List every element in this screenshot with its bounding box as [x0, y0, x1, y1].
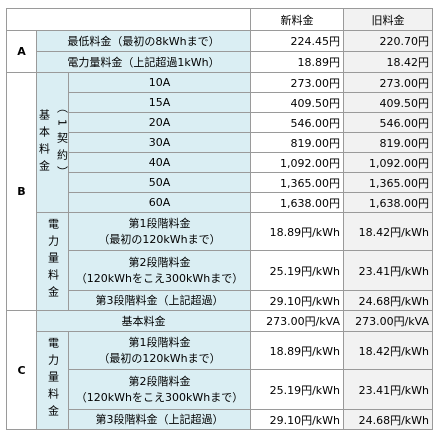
new-price: 546.00円 — [250, 112, 345, 133]
row-label: 最低料金（最初の8kWhまで） — [35, 30, 252, 52]
table-row: 電力量料金（上記超過1kWh） 18.89円 18.42円 — [7, 51, 434, 73]
label-line: （最初の120kWhまで） — [98, 351, 221, 365]
table-row: B 基本料金 （1契約） 10A 273.00円 273.00円 — [6, 72, 434, 311]
table-row: 第3段階料金（上記超過） 29.10円/kWh 24.68円/kWh — [7, 409, 434, 430]
old-price: 409.50円 — [343, 92, 434, 113]
label-line: 第3段階料金（上記超過） — [95, 293, 224, 307]
new-price: 1,638.00円 — [250, 192, 345, 213]
label-line: 第2段階料金 — [128, 255, 191, 269]
label-line: 第2段階料金 — [128, 374, 191, 388]
table-row: 第2段階料金 （120kWhをこえ300kWhまで） 25.19円/kWh 23.41… — [7, 250, 434, 291]
new-price: 18.89円/kWh — [250, 212, 345, 251]
row-label: 50A — [67, 172, 252, 193]
new-price: 18.89円 — [250, 51, 345, 73]
new-price: 25.19円/kWh — [250, 369, 345, 410]
new-price: 1,365.00円 — [250, 172, 345, 193]
table-row: A 最低料金（最初の8kWhまで） 224.45円 220.70円 — [6, 30, 434, 73]
header-old: 旧料金 — [343, 8, 434, 31]
table-row: 電力量料金 第1段階料金 （最初の120kWhまで） 18.89円/kWh 18.42円… — [7, 212, 434, 311]
old-price: 220.70円 — [343, 30, 434, 52]
new-price: 273.00円 — [250, 72, 345, 93]
old-price: 24.68円/kWh — [343, 409, 434, 430]
header-new: 新料金 — [250, 8, 345, 31]
old-price: 819.00円 — [343, 132, 434, 153]
sub-label: 電力量料金 — [36, 331, 69, 430]
old-price: 24.68円/kWh — [343, 290, 434, 311]
new-price: 819.00円 — [250, 132, 345, 153]
sub-label: 電力量料金 — [36, 212, 69, 311]
old-price: 1,092.00円 — [343, 152, 434, 173]
label-line: 第1段階料金 — [128, 335, 191, 349]
label-line: （120kWhをこえ300kWhまで） — [75, 271, 244, 285]
new-price: 409.50円 — [250, 92, 345, 113]
new-price: 273.00円/kVA — [250, 310, 345, 332]
new-price: 224.45円 — [250, 30, 345, 52]
table-row: 15A 409.50円 409.50円 — [7, 92, 434, 113]
old-price: 1,365.00円 — [343, 172, 434, 193]
label-line: （最初の120kWhまで） — [98, 232, 221, 246]
group-label: B — [6, 72, 37, 311]
row-label: 第1段階料金 （最初の120kWhまで） — [67, 331, 252, 370]
row-label: 15A — [67, 92, 252, 113]
old-price: 273.00円 — [343, 72, 434, 93]
vertical-label: 基本料金 — [37, 108, 51, 177]
rate-table: 新料金 旧料金 A 最低料金（最初の8kWhまで） 224.45円 220.70円 電力量料… — [5, 8, 434, 430]
table-row: 電力量料金 第1段階料金 （最初の120kWhまで） 18.89円/kWh 18.42円… — [7, 331, 434, 430]
row-label: 基本料金 — [35, 310, 252, 332]
old-price: 546.00円 — [343, 112, 434, 133]
vertical-label: （1契約） — [55, 102, 69, 183]
old-price: 18.42円 — [343, 51, 434, 73]
new-price: 1,092.00円 — [250, 152, 345, 173]
new-price: 18.89円/kWh — [250, 331, 345, 370]
table-row: 20A 546.00円 546.00円 — [7, 112, 434, 133]
new-price: 29.10円/kWh — [250, 409, 345, 430]
blank-header — [5, 8, 252, 31]
row-label: 10A — [67, 72, 252, 93]
old-price: 23.41円/kWh — [343, 250, 434, 291]
table-row: 60A 1,638.00円 1,638.00円 — [7, 192, 434, 213]
new-price: 29.10円/kWh — [250, 290, 345, 311]
table-row: 50A 1,365.00円 1,365.00円 — [7, 172, 434, 193]
row-label: 電力量料金（上記超過1kWh） — [35, 51, 252, 73]
row-label: 30A — [67, 132, 252, 153]
old-price: 1,638.00円 — [343, 192, 434, 213]
row-label: 第2段階料金 （120kWhをこえ300kWhまで） — [67, 250, 252, 291]
old-price: 23.41円/kWh — [343, 369, 434, 410]
old-price: 18.42円/kWh — [343, 212, 434, 251]
old-price: 273.00円/kVA — [343, 310, 434, 332]
sub-label: 基本料金 （1契約） — [36, 72, 69, 213]
new-price: 25.19円/kWh — [250, 250, 345, 291]
row-label: 第3段階料金（上記超過） — [67, 409, 252, 430]
row-label: 第2段階料金 （120kWhをこえ300kWhまで） — [67, 369, 252, 410]
table-row: 新料金 旧料金 — [5, 8, 434, 31]
row-label: 60A — [67, 192, 252, 213]
row-label: 第1段階料金 （最初の120kWhまで） — [67, 212, 252, 251]
label-line: 第3段階料金（上記超過） — [95, 412, 224, 426]
table-row: 第3段階料金（上記超過） 29.10円/kWh 24.68円/kWh — [7, 290, 434, 311]
label-line: 第1段階料金 — [128, 216, 191, 230]
group-label: C — [6, 310, 37, 430]
row-label: 第3段階料金（上記超過） — [67, 290, 252, 311]
table-row: C 基本料金 273.00円/kVA 273.00円/kVA — [6, 310, 434, 430]
vertical-label: 電力量料金 — [46, 217, 60, 303]
table-row: 30A 819.00円 819.00円 — [7, 132, 434, 153]
group-label: A — [6, 30, 37, 73]
row-label: 20A — [67, 112, 252, 133]
table-body: 新料金 旧料金 A 最低料金（最初の8kWhまで） 224.45円 220.70円 電力量料… — [5, 8, 434, 430]
old-price: 18.42円/kWh — [343, 331, 434, 370]
label-line: （120kWhをこえ300kWhまで） — [75, 390, 244, 404]
vertical-label: 電力量料金 — [46, 336, 60, 422]
vertical-wrap: 基本料金 （1契約） — [37, 102, 68, 183]
table-row: 第2段階料金 （120kWhをこえ300kWhまで） 25.19円/kWh 23.41… — [7, 369, 434, 410]
table-row: 40A 1,092.00円 1,092.00円 — [7, 152, 434, 173]
row-label: 40A — [67, 152, 252, 173]
